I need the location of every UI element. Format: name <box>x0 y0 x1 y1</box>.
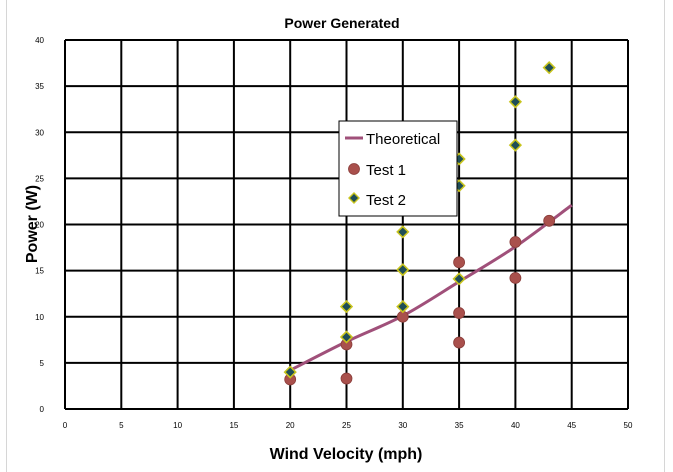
x-axis-ticks: 0 5 10 15 20 25 30 35 40 45 50 <box>63 421 633 430</box>
data-point-test-1 <box>543 214 556 227</box>
y-tick-label: 20 <box>35 221 44 230</box>
data-point-test-2 <box>396 299 410 314</box>
y-axis-label: Power (W) <box>24 185 41 263</box>
x-tick-label: 5 <box>119 421 124 430</box>
y-tick-label: 40 <box>35 36 44 45</box>
legend: Theoretical Test 1 Test 2 <box>338 120 458 217</box>
legend-label-test-1: Test 1 <box>366 162 406 179</box>
y-tick-label: 10 <box>35 313 44 322</box>
y-tick-label: 30 <box>35 128 44 137</box>
x-tick-label: 50 <box>624 421 633 430</box>
data-point-test-2 <box>339 299 354 314</box>
data-point-test-2 <box>283 365 297 379</box>
x-tick-label: 35 <box>455 421 464 430</box>
right-edge-line <box>664 0 665 472</box>
x-tick-label: 30 <box>398 421 407 430</box>
legend-symbol-test-1 <box>348 163 360 175</box>
legend-symbol-test-2 <box>348 192 360 204</box>
data-point-test-2 <box>452 272 466 286</box>
legend-label-test-2: Test 2 <box>366 192 406 209</box>
data-point-test-1 <box>509 272 522 284</box>
x-axis-label: Wind Velocity (mph) <box>270 446 423 463</box>
y-tick-label: 35 <box>35 82 44 91</box>
x-tick-label: 25 <box>342 421 351 430</box>
x-tick-label: 45 <box>567 421 576 430</box>
data-point-test-1 <box>453 307 466 319</box>
data-point-test-2 <box>508 95 523 109</box>
y-tick-label: 25 <box>35 174 44 183</box>
y-axis-ticks: 0 5 10 15 20 25 30 35 40 <box>35 36 44 414</box>
data-point-test-2 <box>396 263 410 277</box>
data-point-test-1 <box>340 372 353 385</box>
x-tick-label: 10 <box>173 421 182 430</box>
data-point-test-2 <box>339 330 354 344</box>
data-point-test-2 <box>508 138 523 152</box>
legend-label-theoretical: Theoretical <box>366 131 440 148</box>
y-tick-label: 5 <box>40 359 45 368</box>
x-tick-label: 40 <box>511 421 520 430</box>
x-tick-label: 15 <box>229 421 238 430</box>
chart-title: Power Generated <box>284 15 399 31</box>
data-point-test-1 <box>453 256 466 269</box>
x-tick-label: 20 <box>286 421 295 430</box>
data-point-test-2 <box>542 61 556 75</box>
grid <box>64 39 629 410</box>
data-point-test-2 <box>396 225 410 239</box>
series-line-theoretical <box>289 203 573 372</box>
data-point-test-1 <box>453 336 466 349</box>
y-tick-label: 0 <box>40 405 45 414</box>
x-tick-label: 0 <box>63 421 68 430</box>
left-edge-line <box>6 0 7 472</box>
y-tick-label: 15 <box>35 267 44 276</box>
data-point-test-1 <box>509 236 522 248</box>
